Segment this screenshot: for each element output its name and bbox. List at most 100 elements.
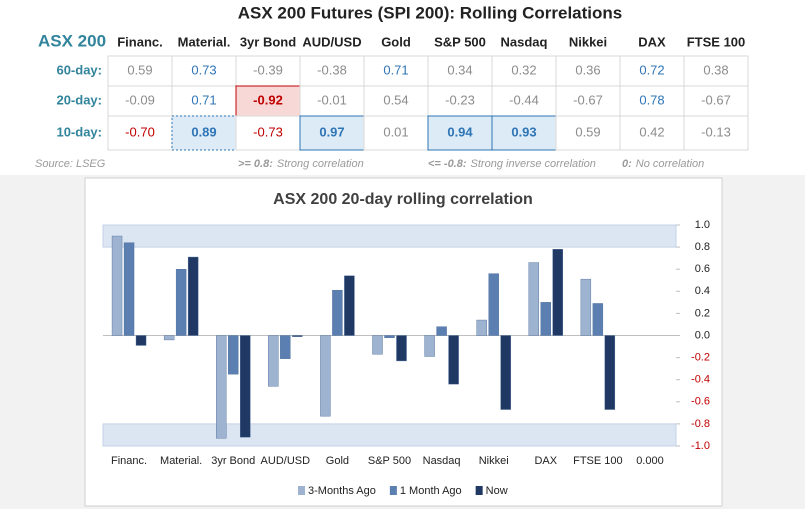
- y-tick-label: -0.4: [691, 374, 710, 386]
- column-header: AUD/USD: [302, 34, 361, 49]
- cell: [427, 55, 493, 87]
- note-key: <= -0.8:: [428, 158, 467, 170]
- bar: [187, 256, 199, 336]
- cell-value: -0.44: [509, 92, 539, 107]
- bar: [604, 335, 616, 410]
- x-tick-label: FTSE 100: [573, 455, 623, 467]
- cell-value: 0.94: [447, 124, 473, 139]
- bar: [123, 242, 135, 336]
- legend-label: 3-Months Ago: [308, 485, 376, 497]
- cell: [683, 55, 749, 87]
- cell: [363, 55, 429, 87]
- cell-value: 0.54: [383, 92, 408, 107]
- cell: [491, 55, 557, 87]
- bar: [528, 262, 539, 336]
- cell-value: -0.38: [317, 62, 347, 77]
- cell: [427, 85, 493, 117]
- bar: [292, 335, 303, 337]
- cell-value: 0.36: [575, 62, 600, 77]
- y-tick-label: 0.0: [695, 329, 710, 341]
- bar: [111, 235, 123, 336]
- column-header: FTSE 100: [687, 34, 746, 49]
- threshold-band: [102, 224, 677, 248]
- bar: [580, 278, 592, 336]
- cell-value: -0.13: [701, 124, 731, 139]
- bar: [332, 289, 343, 336]
- legend-label: Now: [486, 485, 508, 497]
- cell: [299, 115, 365, 151]
- bar: [424, 335, 435, 357]
- table-title: ASX 200 Futures (SPI 200): Rolling Corre…: [238, 3, 622, 22]
- x-tick-label: Nasdaq: [423, 455, 461, 467]
- cell: [299, 55, 365, 87]
- cell-value: -0.67: [701, 92, 731, 107]
- y-tick-label: 0.8: [695, 241, 710, 253]
- cell-value: 0.93: [511, 124, 536, 139]
- cell-value: 0.89: [191, 124, 216, 139]
- cell-value: -0.70: [125, 124, 155, 139]
- bar: [175, 269, 187, 336]
- cell-value: -0.39: [253, 62, 283, 77]
- bar: [488, 273, 499, 336]
- column-header: Nikkei: [569, 34, 607, 49]
- cell-value: -0.23: [445, 92, 475, 107]
- y-tick-label: -1.0: [691, 440, 710, 452]
- cell: [491, 115, 557, 151]
- y-tick-label: -0.8: [691, 418, 710, 430]
- cell: [235, 85, 301, 117]
- row-label: 10-day:: [56, 124, 102, 139]
- cell-value: -0.01: [317, 92, 347, 107]
- y-tick-label: 0.6: [695, 263, 710, 275]
- cell-value: 0.73: [191, 62, 216, 77]
- legend-swatch: [475, 486, 483, 495]
- cell-value: 0.71: [191, 92, 216, 107]
- bar: [396, 335, 407, 362]
- cell: [363, 115, 429, 151]
- bar: [268, 335, 279, 387]
- bar: [372, 335, 383, 355]
- note-text: Strong inverse correlation: [471, 158, 596, 170]
- x-tick-label: AUD/USD: [261, 455, 311, 467]
- x-tick-label: Nikkei: [479, 455, 509, 467]
- cell-value: 0.71: [383, 62, 408, 77]
- x-tick-label: 3yr Bond: [211, 455, 255, 467]
- y-tick-label: 1.0: [695, 219, 710, 231]
- legend-label: 1 Month Ago: [400, 485, 462, 497]
- cell: [107, 85, 173, 117]
- cell-value: -0.92: [253, 92, 283, 107]
- column-header: Nasdaq: [501, 34, 548, 49]
- x-tick-label: S&P 500: [368, 455, 411, 467]
- bar: [384, 335, 395, 338]
- threshold-band: [102, 423, 677, 447]
- bar: [592, 303, 604, 336]
- y-tick-label: -0.6: [691, 396, 710, 408]
- bar: [280, 335, 291, 359]
- column-header: DAX: [638, 34, 666, 49]
- table-corner: ASX 200: [38, 31, 106, 50]
- x-tick-label: Material.: [160, 455, 202, 467]
- cell-value: -0.73: [253, 124, 283, 139]
- cell-value: 0.72: [639, 62, 664, 77]
- legend-swatch: [298, 486, 305, 495]
- note-text: No correlation: [636, 158, 704, 170]
- column-header: S&P 500: [434, 34, 486, 49]
- note-text: Strong correlation: [277, 158, 364, 170]
- cell-value: 0.59: [127, 62, 152, 77]
- cell: [427, 115, 493, 151]
- x-tick-label: DAX: [534, 455, 557, 467]
- bar: [448, 335, 459, 385]
- bar: [320, 335, 331, 417]
- row-label: 20-day:: [56, 92, 102, 107]
- legend-swatch: [389, 486, 397, 495]
- x-tick-label: 0.000: [636, 455, 664, 467]
- cell-value: 0.59: [575, 124, 600, 139]
- cell: [619, 55, 685, 87]
- bar: [240, 335, 251, 438]
- x-tick-label: Financ.: [111, 455, 147, 467]
- cell: [171, 85, 237, 117]
- chart-title: ASX 200 20-day rolling correlation: [273, 191, 533, 208]
- note-key: 0:: [622, 158, 632, 170]
- cell-value: 0.38: [703, 62, 728, 77]
- bar: [500, 335, 511, 410]
